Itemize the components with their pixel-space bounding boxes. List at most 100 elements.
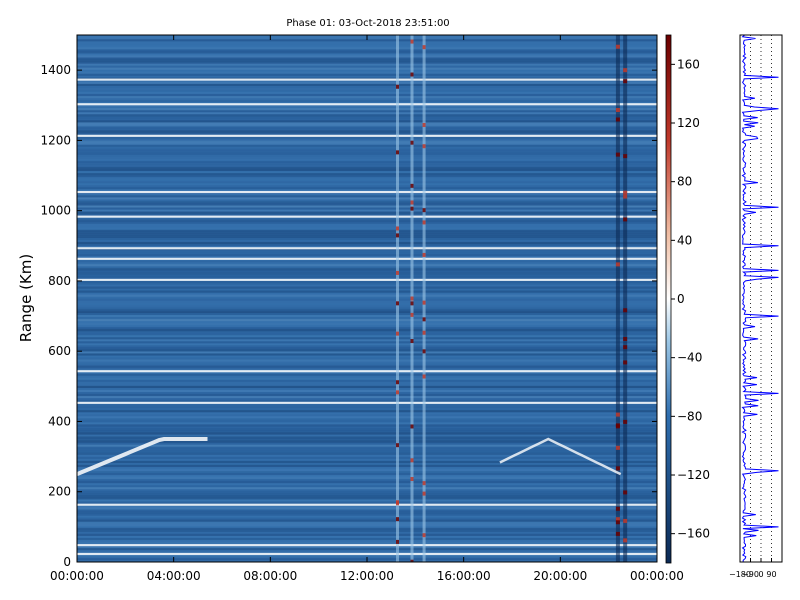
white-band: [77, 401, 657, 404]
x-tick-label: 00:00:00: [50, 569, 104, 583]
range-gate-stripe: [77, 409, 657, 413]
range-gate-stripe: [77, 148, 657, 151]
range-gate-stripe: [77, 81, 657, 84]
disturbance-speck: [623, 194, 628, 199]
range-gate-stripe: [77, 513, 657, 516]
range-gate-stripe: [77, 375, 657, 378]
range-gate-stripe: [77, 507, 657, 510]
range-gate-stripe: [77, 452, 657, 455]
range-gate-stripe: [77, 387, 657, 391]
range-gate-stripe: [77, 525, 657, 528]
disturbance-speck: [615, 466, 620, 471]
disturbance-speck: [615, 445, 620, 450]
disturbance-speck: [396, 270, 399, 275]
range-gate-stripe: [77, 112, 657, 115]
range-gate-stripe: [77, 489, 657, 492]
range-gate-stripe: [77, 367, 657, 370]
range-gate-stripe: [77, 442, 657, 445]
disturbance-speck: [615, 412, 620, 417]
range-gate-stripe: [77, 476, 657, 480]
range-gate-stripe: [77, 320, 657, 324]
range-gate-stripe: [77, 294, 657, 297]
range-gate-stripe: [77, 529, 657, 532]
range-gate-stripe: [77, 531, 657, 534]
range-gate-stripe: [77, 122, 657, 125]
disturbance-speck: [422, 220, 426, 225]
profile-x-tick-label: 90: [766, 570, 776, 579]
range-gate-stripe: [77, 262, 657, 265]
range-gate-stripe: [77, 253, 657, 257]
range-gate-stripe: [77, 53, 657, 56]
disturbance-speck: [410, 476, 414, 481]
range-gate-stripe: [77, 403, 657, 407]
disturbance-speck: [615, 117, 620, 122]
disturbance-speck: [410, 458, 414, 463]
range-gate-stripe: [77, 249, 657, 253]
white-band: [77, 370, 657, 373]
range-gate-stripe: [77, 505, 657, 508]
range-gate-stripe: [77, 391, 657, 395]
range-gate-stripe: [77, 237, 657, 241]
profile-x-tick-label: −180: [729, 570, 751, 579]
range-gate-stripe: [77, 241, 657, 245]
range-gate-stripe: [77, 223, 657, 226]
white-band: [77, 552, 657, 555]
range-gate-stripe: [77, 493, 657, 496]
range-gate-stripe: [77, 334, 657, 338]
range-gate-stripe: [77, 363, 657, 366]
profile-series-line: [741, 35, 779, 562]
range-gate-stripe: [77, 328, 657, 332]
range-gate-stripe: [77, 116, 657, 119]
range-gate-stripe: [77, 412, 657, 415]
range-gate-stripe: [77, 472, 657, 476]
range-gate-stripe: [77, 83, 657, 86]
x-tick-label: 16:00:00: [437, 569, 491, 583]
range-gate-stripe: [77, 478, 657, 482]
range-gate-stripe: [77, 446, 657, 449]
range-gate-stripe: [77, 91, 657, 95]
disturbance-speck: [410, 200, 414, 205]
disturbance-speck: [396, 233, 399, 238]
range-gate-stripe: [77, 47, 657, 50]
range-gate-stripe: [77, 501, 657, 504]
range-gate-stripe: [77, 75, 657, 78]
range-gate-stripe: [77, 383, 657, 386]
range-gate-stripe: [77, 172, 657, 176]
range-gate-stripe: [77, 266, 657, 269]
disturbance-speck: [615, 506, 620, 511]
white-band: [77, 278, 657, 281]
x-tick-label: 12:00:00: [340, 569, 394, 583]
white-band: [77, 503, 657, 506]
colorbar-tick-label: −80: [677, 409, 702, 423]
vertical-disturbance: [623, 35, 628, 562]
range-gate-stripe: [77, 221, 657, 224]
white-band: [77, 190, 657, 194]
chart-title: Phase 01: 03-Oct-2018 23:51:00: [286, 18, 449, 29]
range-gate-stripe: [77, 144, 657, 147]
range-gate-stripe: [77, 255, 657, 259]
range-gate-stripe: [77, 150, 657, 153]
range-gate-stripe: [77, 430, 657, 433]
range-gate-stripe: [77, 160, 657, 163]
white-band: [77, 215, 657, 218]
range-gate-stripe: [77, 227, 657, 230]
range-gate-stripe: [77, 67, 657, 70]
range-gate-stripe: [77, 59, 657, 62]
range-gate-stripe: [77, 436, 657, 439]
disturbance-speck: [615, 531, 620, 536]
colorbar: 160 120 80 40 0 −40 −80 −120 −160: [665, 34, 710, 564]
range-gate-stripe: [77, 324, 657, 328]
range-gate-stripe: [77, 162, 657, 166]
range-gate-stripe: [77, 69, 657, 72]
range-gate-stripe: [77, 304, 657, 307]
colorbar-tick-label: 160: [677, 57, 700, 71]
range-gate-stripe: [77, 306, 657, 309]
disturbance-speck: [410, 206, 414, 211]
profile-panel: −180−90 0 90: [729, 34, 783, 579]
range-gate-stripe: [77, 466, 657, 470]
colorbar-tick-label: −160: [677, 527, 710, 541]
x-tick-label: 20:00:00: [533, 569, 587, 583]
range-gate-stripe: [77, 537, 657, 541]
range-gate-stripe: [77, 219, 657, 222]
range-gate-stripe: [77, 193, 657, 196]
